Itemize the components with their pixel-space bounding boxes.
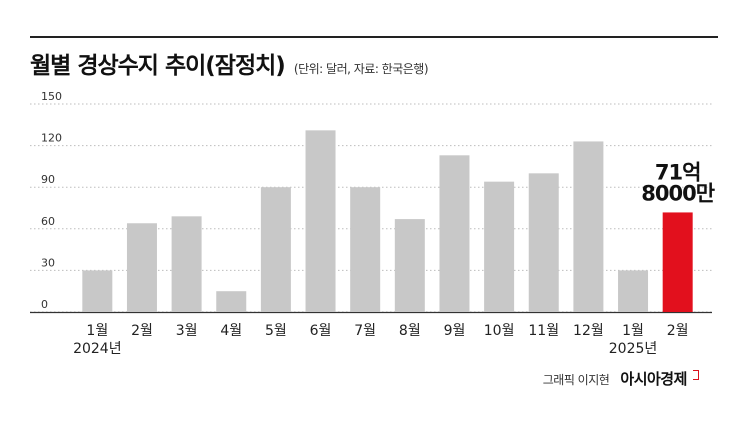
credit-block: 그래픽 이지현 아시아경제 (543, 368, 699, 389)
bar (662, 212, 693, 312)
bar (439, 155, 470, 312)
x-tick-label: 10월 (484, 323, 515, 339)
x-tick-label: 12월 (573, 323, 604, 339)
bar (305, 130, 336, 312)
bar (528, 173, 559, 312)
x-tick-label: 7월 (354, 323, 376, 339)
title-block: 월별 경상수지 추이(잠정치) (단위: 달러, 자료: 한국은행) (30, 46, 429, 80)
x-tick-label: 2월 (667, 323, 689, 339)
graphic-credit: 그래픽 이지현 (542, 373, 610, 387)
year-label: 2025년 (609, 341, 658, 357)
chart-subtitle: (단위: 달러, 자료: 한국은행) (293, 62, 429, 76)
bar (394, 219, 425, 312)
bar (484, 181, 515, 312)
x-tick-label: 5월 (265, 323, 287, 339)
y-tick-label: 150 (41, 90, 62, 103)
y-tick-label: 30 (41, 256, 55, 269)
x-tick-label: 3월 (176, 323, 198, 339)
bar (216, 291, 247, 312)
bar (350, 187, 381, 312)
chart-title: 월별 경상수지 추이(잠정치) (30, 53, 286, 79)
x-tick-label: 11월 (528, 323, 559, 339)
y-tick-label: 90 (41, 173, 55, 186)
value-annotation: 8000만 (641, 181, 714, 205)
bar (260, 187, 291, 312)
bar (618, 270, 649, 312)
y-tick-label: 120 (41, 132, 62, 145)
year-label: 2024년 (73, 341, 122, 357)
brand-mark-icon (693, 370, 699, 380)
brand-logo: 아시아경제 (620, 370, 687, 388)
top-rule (30, 36, 718, 38)
x-tick-label: 2월 (131, 323, 153, 339)
bar (573, 141, 604, 312)
x-tick-label: 4월 (220, 323, 242, 339)
x-tick-label: 6월 (310, 323, 332, 339)
x-tick-label: 1월 (622, 323, 644, 339)
y-tick-label: 0 (41, 298, 48, 311)
x-tick-label: 9월 (444, 323, 466, 339)
bar (126, 223, 157, 312)
x-tick-label: 8월 (399, 323, 421, 339)
x-tick-label: 1월 (86, 323, 108, 339)
value-annotation: 71억 (655, 160, 701, 184)
y-tick-label: 60 (41, 215, 55, 228)
bar (171, 216, 202, 312)
bar (82, 270, 113, 312)
